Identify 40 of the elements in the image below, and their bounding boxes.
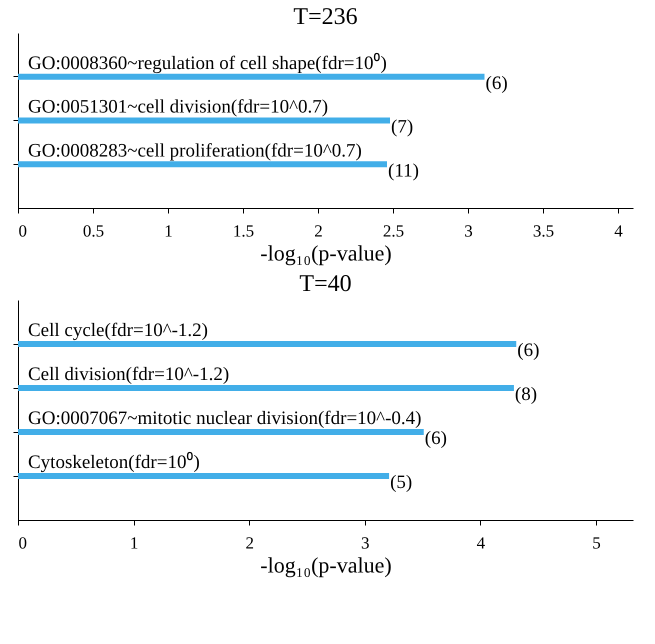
annotation: (7)	[391, 116, 414, 138]
annotation: (11)	[388, 160, 419, 182]
x-tick-label: 0.5	[82, 222, 104, 240]
bar	[18, 385, 514, 391]
bar	[18, 74, 484, 80]
x-tick-label: 5	[592, 534, 601, 552]
annotation: (5)	[390, 472, 412, 493]
x-tick-label: 2.5	[382, 222, 404, 240]
annotation: (6)	[517, 340, 540, 361]
chart-title: T=40	[299, 271, 352, 297]
x-tick-label: 1	[164, 222, 173, 240]
x-tick-label: 0	[18, 222, 27, 240]
category-label: GO:0007067~mitotic nuclear division(fdr=10^-0.4)	[28, 408, 422, 429]
x-tick-label: 3	[464, 222, 473, 240]
category-label: GO:0051301~cell division(fdr=10^0.7)	[28, 96, 328, 118]
category-label: Cell cycle(fdr=10^-1.2)	[28, 320, 208, 341]
bar	[18, 161, 387, 168]
bar	[18, 118, 390, 124]
bar	[18, 473, 390, 479]
x-tick-label: 4	[476, 534, 486, 552]
bar	[18, 429, 424, 435]
category-label: GO:0008283~cell proliferation(fdr=10^0.7)	[28, 140, 362, 162]
x-tick-label: 4	[614, 222, 624, 240]
x-axis-title: -log₁₀(p-value)	[260, 552, 392, 578]
category-label: Cytoskeleton(fdr=10⁰)	[28, 452, 200, 473]
category-label: Cell division(fdr=10^-1.2)	[28, 364, 230, 385]
annotation: (8)	[514, 384, 538, 405]
annotation: (6)	[486, 72, 508, 94]
bar	[18, 341, 516, 347]
x-tick-label: 0	[18, 534, 27, 552]
x-tick-label: 2	[245, 534, 254, 552]
category-label: GO:0008360~regulation of cell shape(fdr=10⁰)	[28, 52, 387, 74]
annotation: (6)	[424, 428, 447, 449]
x-tick-label: 3.5	[532, 222, 554, 240]
x-tick-label: 1	[130, 534, 138, 552]
x-tick-label: 1.5	[232, 222, 254, 240]
x-tick-label: 3	[361, 534, 370, 552]
chart-title: T=236	[293, 4, 358, 30]
x-tick-label: 2	[314, 222, 323, 240]
x-axis-title: -log₁₀(p-value)	[260, 240, 392, 266]
